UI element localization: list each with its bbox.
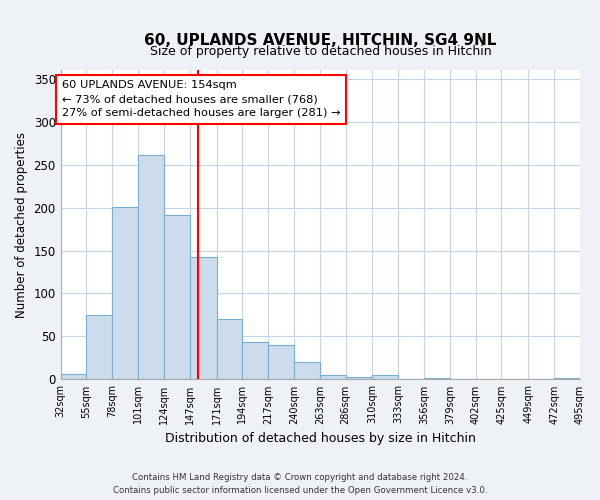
Bar bbox=[242, 342, 268, 380]
Bar bbox=[320, 375, 346, 380]
Bar bbox=[217, 320, 242, 380]
Bar bbox=[294, 362, 320, 380]
Bar bbox=[346, 377, 373, 380]
X-axis label: Distribution of detached houses by size in Hitchin: Distribution of detached houses by size … bbox=[165, 432, 476, 445]
Bar bbox=[554, 378, 580, 380]
Text: Size of property relative to detached houses in Hitchin: Size of property relative to detached ho… bbox=[149, 44, 491, 58]
Bar bbox=[424, 378, 450, 380]
Bar bbox=[86, 315, 112, 380]
Bar bbox=[61, 374, 86, 380]
Bar bbox=[373, 375, 398, 380]
Text: Contains HM Land Registry data © Crown copyright and database right 2024.
Contai: Contains HM Land Registry data © Crown c… bbox=[113, 474, 487, 495]
Bar bbox=[138, 155, 164, 380]
Bar bbox=[190, 258, 217, 380]
Bar bbox=[164, 216, 190, 380]
Bar bbox=[112, 206, 138, 380]
Bar bbox=[502, 378, 529, 380]
Title: 60, UPLANDS AVENUE, HITCHIN, SG4 9NL: 60, UPLANDS AVENUE, HITCHIN, SG4 9NL bbox=[144, 33, 497, 48]
Y-axis label: Number of detached properties: Number of detached properties bbox=[15, 132, 28, 318]
Bar bbox=[268, 345, 294, 380]
Text: 60 UPLANDS AVENUE: 154sqm
← 73% of detached houses are smaller (768)
27% of semi: 60 UPLANDS AVENUE: 154sqm ← 73% of detac… bbox=[62, 80, 340, 118]
